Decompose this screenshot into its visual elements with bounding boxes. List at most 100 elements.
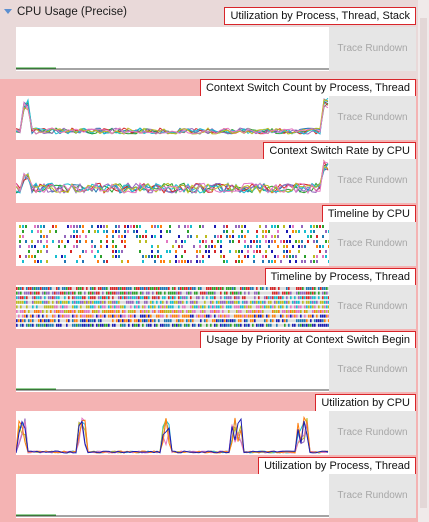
timeline-segment <box>70 225 72 228</box>
timeline-segment <box>187 230 189 233</box>
timeline-segment <box>86 310 88 313</box>
graph-preview[interactable] <box>16 285 329 329</box>
timeline-segment <box>200 319 202 322</box>
timeline-segment <box>274 287 276 290</box>
timeline-segment <box>38 315 40 318</box>
timeline-segment <box>218 315 220 318</box>
timeline-segment <box>208 250 210 253</box>
timeline-segment <box>286 305 288 308</box>
timeline-segment <box>265 250 267 253</box>
preset-label[interactable]: Context Switch Count by Process, Thread <box>200 79 416 97</box>
timeline-segment <box>220 305 222 308</box>
graph-preview[interactable] <box>16 27 329 71</box>
timeline-segment <box>132 292 134 295</box>
timeline-segment <box>258 305 260 308</box>
graph-preview[interactable] <box>16 222 329 266</box>
timeline-segment <box>102 305 104 308</box>
preset-label[interactable]: Timeline by CPU <box>322 205 416 223</box>
timeline-segment <box>26 305 28 308</box>
timeline-segment <box>274 310 276 313</box>
timeline-segment <box>238 235 240 238</box>
timeline-segment <box>262 260 264 263</box>
timeline-segment <box>142 310 144 313</box>
preset-label[interactable]: Context Switch Rate by CPU <box>263 142 416 160</box>
timeline-segment <box>206 315 208 318</box>
timeline-segment <box>250 310 252 313</box>
timeline-segment <box>118 319 120 322</box>
timeline-segment <box>118 230 120 233</box>
timeline-segment <box>158 315 160 318</box>
timeline-segment <box>180 296 182 299</box>
timeline-segment <box>298 250 300 253</box>
timeline-segment <box>91 250 93 253</box>
timeline-segment <box>154 310 156 313</box>
timeline-segment <box>326 296 328 299</box>
timeline-segment <box>199 240 201 243</box>
timeline-segment <box>160 235 162 238</box>
timeline-segment <box>254 296 256 299</box>
timeline-segment <box>28 255 30 258</box>
graph-preview[interactable] <box>16 96 329 140</box>
timeline-segment <box>186 296 188 299</box>
timeline-segment <box>82 250 84 253</box>
timeline-segment <box>300 296 302 299</box>
graph-series-line <box>16 164 328 193</box>
timeline-segment <box>232 287 234 290</box>
timeline-segment <box>60 305 62 308</box>
timeline-segment <box>200 292 202 295</box>
timeline-segment <box>72 319 74 322</box>
chevron-down-icon[interactable] <box>4 9 12 14</box>
timeline-segment <box>154 235 156 238</box>
timeline-segment <box>106 245 108 248</box>
graph-preview[interactable] <box>16 411 329 455</box>
timeline-segment <box>228 305 230 308</box>
timeline-segment <box>190 301 192 304</box>
timeline-segment <box>110 310 112 313</box>
timeline-segment <box>79 240 81 243</box>
preset-label[interactable]: Timeline by Process, Thread <box>265 268 416 286</box>
timeline-segment <box>150 305 152 308</box>
scrollbar-thumb[interactable] <box>420 18 427 508</box>
timeline-segment <box>272 315 274 318</box>
timeline-segment <box>214 305 216 308</box>
timeline-segment <box>224 319 226 322</box>
timeline-segment <box>296 319 298 322</box>
timeline-segment <box>118 301 120 304</box>
timeline-segment <box>66 292 68 295</box>
timeline-segment <box>316 225 318 228</box>
timeline-segment <box>226 287 228 290</box>
preset-label[interactable]: Utilization by Process, Thread, Stack <box>224 7 416 25</box>
timeline-segment <box>164 324 166 327</box>
timeline-segment <box>127 225 129 228</box>
timeline-segment <box>26 315 28 318</box>
timeline-segment <box>154 296 156 299</box>
preset-label[interactable]: Utilization by Process, Thread <box>258 457 416 475</box>
timeline-segment <box>244 296 246 299</box>
timeline-segment <box>312 315 314 318</box>
timeline-segment <box>289 250 291 253</box>
timeline-segment <box>280 260 282 263</box>
timeline-segment <box>106 260 108 263</box>
timeline-segment <box>234 324 236 327</box>
timeline-segment <box>118 310 120 313</box>
graph-preview[interactable] <box>16 474 329 518</box>
timeline-segment <box>290 305 292 308</box>
preset-label[interactable]: Utilization by CPU <box>315 394 416 412</box>
graph-preview[interactable] <box>16 159 329 203</box>
graph-preview[interactable] <box>16 348 329 392</box>
timeline-segment <box>202 292 204 295</box>
timeline-segment <box>16 319 18 322</box>
timeline-segment <box>70 250 72 253</box>
timeline-segment <box>32 315 34 318</box>
timeline-segment <box>220 324 222 327</box>
graph-thumbnail-svg <box>16 159 329 203</box>
preset-label[interactable]: Usage by Priority at Context Switch Begi… <box>200 331 416 349</box>
timeline-segment <box>22 296 24 299</box>
timeline-segment <box>88 296 90 299</box>
timeline-segment <box>22 287 24 290</box>
timeline-segment <box>124 324 126 327</box>
timeline-segment <box>274 296 276 299</box>
timeline-segment <box>80 319 82 322</box>
timeline-segment <box>146 315 148 318</box>
timeline-segment <box>160 301 162 304</box>
